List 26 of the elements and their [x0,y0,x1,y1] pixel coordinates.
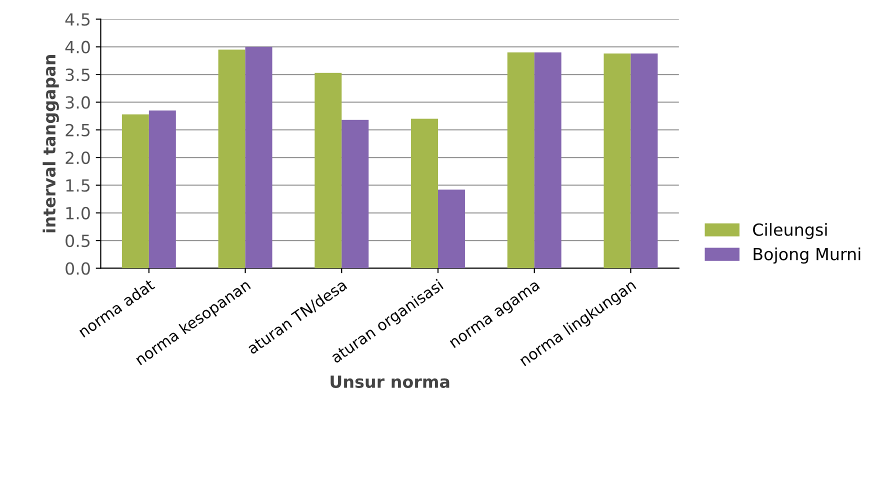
y-tick-label: 4.5 [65,13,90,26]
legend-label: Bojong Murni [754,248,860,264]
y-tick-label: 0.5 [66,234,90,248]
y-tick-label: 2.5 [66,124,90,136]
bar [314,72,342,268]
bar [122,114,149,268]
x-axis-title: Unsur norma [330,376,450,388]
bar [342,120,369,268]
y-axis-title: interval tanggapan [42,55,59,232]
bar [438,190,465,268]
legend-label: Cileungsi [753,223,827,240]
y-tick-label: 1.0 [66,206,90,220]
y-tick-label: 1.5 [66,179,90,192]
bar [245,46,272,268]
bar [604,53,631,268]
y-tick-label: 0.0 [66,262,90,275]
bar [630,53,658,268]
y-tick-label: 3.5 [66,68,90,82]
bar [507,52,534,268]
y-tick-label: 2.0 [66,152,90,164]
bar [218,50,246,268]
bar [534,52,562,268]
y-tick-label: 4.0 [65,40,90,54]
bar [411,118,438,268]
bar [148,110,176,268]
y-tick-label: 3.0 [66,96,90,109]
